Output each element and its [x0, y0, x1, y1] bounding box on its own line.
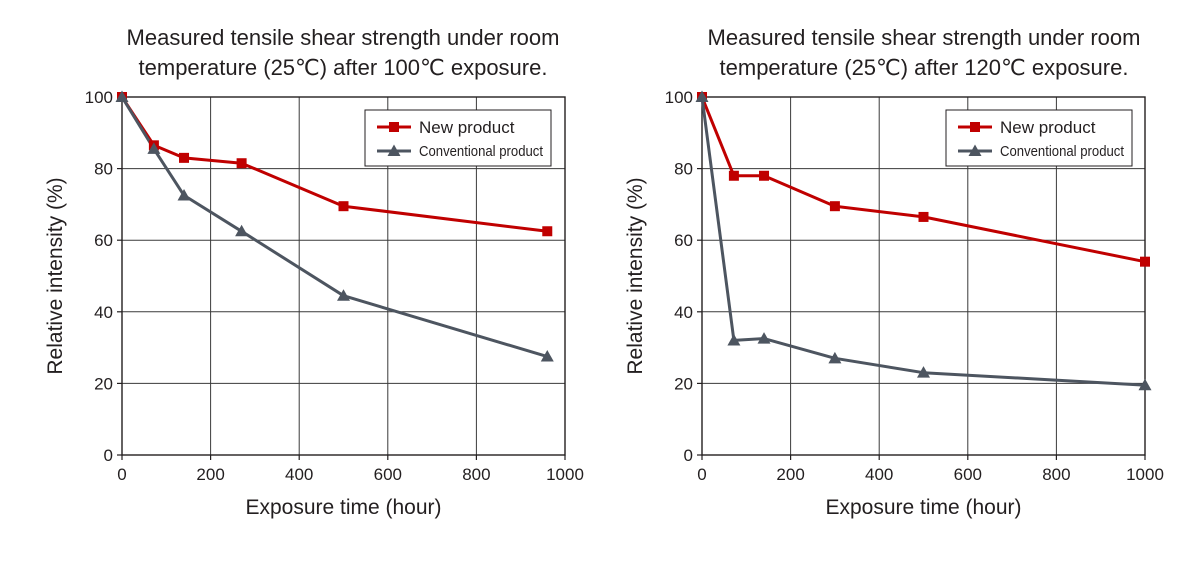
legend-box: [364, 109, 552, 167]
chart-subtitle: temperature (25℃) after 120℃ exposure.: [720, 55, 1129, 80]
data-point-square: [759, 170, 770, 181]
x-tick-label: 400: [865, 465, 893, 484]
data-point-triangle: [235, 224, 249, 237]
data-point-triangle: [727, 333, 741, 346]
data-point-square: [542, 226, 553, 237]
y-tick-label: 100: [665, 88, 693, 107]
y-axis-label: Relative intensity (%): [44, 177, 67, 374]
x-tick-label: 800: [1042, 465, 1070, 484]
chart-1: Measured tensile shear strength under ro…: [44, 25, 584, 519]
data-point-triangle: [695, 90, 709, 102]
y-tick-label: 60: [94, 231, 113, 250]
chart-title: Measured tensile shear strength under ro…: [708, 25, 1141, 50]
data-point-square: [918, 211, 929, 222]
x-tick-label: 800: [462, 465, 490, 484]
legend-label: Conventional product: [419, 143, 544, 160]
y-tick-label: 100: [85, 88, 113, 107]
plot-frame: [701, 96, 1146, 456]
legend-box: [945, 109, 1133, 167]
x-tick-label: 1000: [1126, 465, 1164, 484]
legend-marker-triangle: [387, 144, 401, 156]
x-tick-label: 200: [196, 465, 224, 484]
y-tick-label: 60: [674, 231, 693, 250]
x-tick-label: 600: [374, 465, 402, 484]
data-point-triangle: [177, 188, 191, 201]
series-line-1: [120, 96, 548, 233]
data-point-square: [179, 152, 190, 163]
data-point-square: [1140, 256, 1150, 267]
chart-title: Measured tensile shear strength under ro…: [127, 25, 560, 50]
data-point-square: [338, 201, 349, 212]
x-tick-label: 600: [954, 465, 982, 484]
x-tick-label: 0: [697, 465, 706, 484]
chart-subtitle: temperature (25℃) after 100℃ exposure.: [139, 55, 548, 80]
x-axis-label: Exposure time (hour): [245, 496, 441, 519]
x-tick-label: 400: [285, 465, 313, 484]
legend-label: New product: [1000, 118, 1096, 137]
data-point-triangle: [540, 350, 554, 362]
y-tick-label: 80: [674, 160, 693, 179]
y-tick-label: 20: [94, 374, 113, 393]
y-tick-label: 80: [94, 160, 113, 179]
legend-label: New product: [419, 118, 515, 137]
y-tick-label: 0: [104, 446, 113, 465]
legend-marker-square: [389, 122, 399, 132]
data-point-square: [829, 201, 840, 212]
y-tick-label: 40: [94, 303, 113, 322]
data-point-square: [728, 170, 739, 181]
x-tick-label: 1000: [546, 465, 584, 484]
series-line-2: [120, 96, 548, 359]
x-tick-label: 200: [776, 465, 804, 484]
legend: New product Conventional product: [945, 109, 1133, 167]
chart-2: Measured tensile shear strength under ro…: [624, 25, 1164, 519]
data-point-square: [236, 158, 247, 169]
x-tick-label: 0: [117, 465, 126, 484]
legend-marker-triangle: [968, 144, 982, 156]
data-point-triangle: [828, 351, 842, 364]
data-point-triangle: [115, 90, 129, 102]
data-point-triangle: [1138, 378, 1152, 391]
y-tick-label: 0: [684, 446, 693, 465]
plot-frame: [121, 96, 566, 456]
legend: New product Conventional product: [364, 109, 552, 167]
series-line-2: [700, 96, 1146, 387]
data-point-triangle: [757, 332, 771, 344]
legend-marker-square: [970, 122, 980, 132]
x-axis-label: Exposure time (hour): [825, 496, 1021, 519]
y-axis-label: Relative intensity (%): [624, 177, 647, 374]
legend-label: Conventional product: [1000, 143, 1125, 160]
y-tick-label: 20: [674, 374, 693, 393]
data-point-triangle: [917, 366, 930, 378]
data-point-triangle: [147, 142, 161, 154]
series-line-1: [700, 96, 1146, 264]
y-tick-label: 40: [674, 303, 693, 322]
data-point-triangle: [337, 289, 350, 301]
